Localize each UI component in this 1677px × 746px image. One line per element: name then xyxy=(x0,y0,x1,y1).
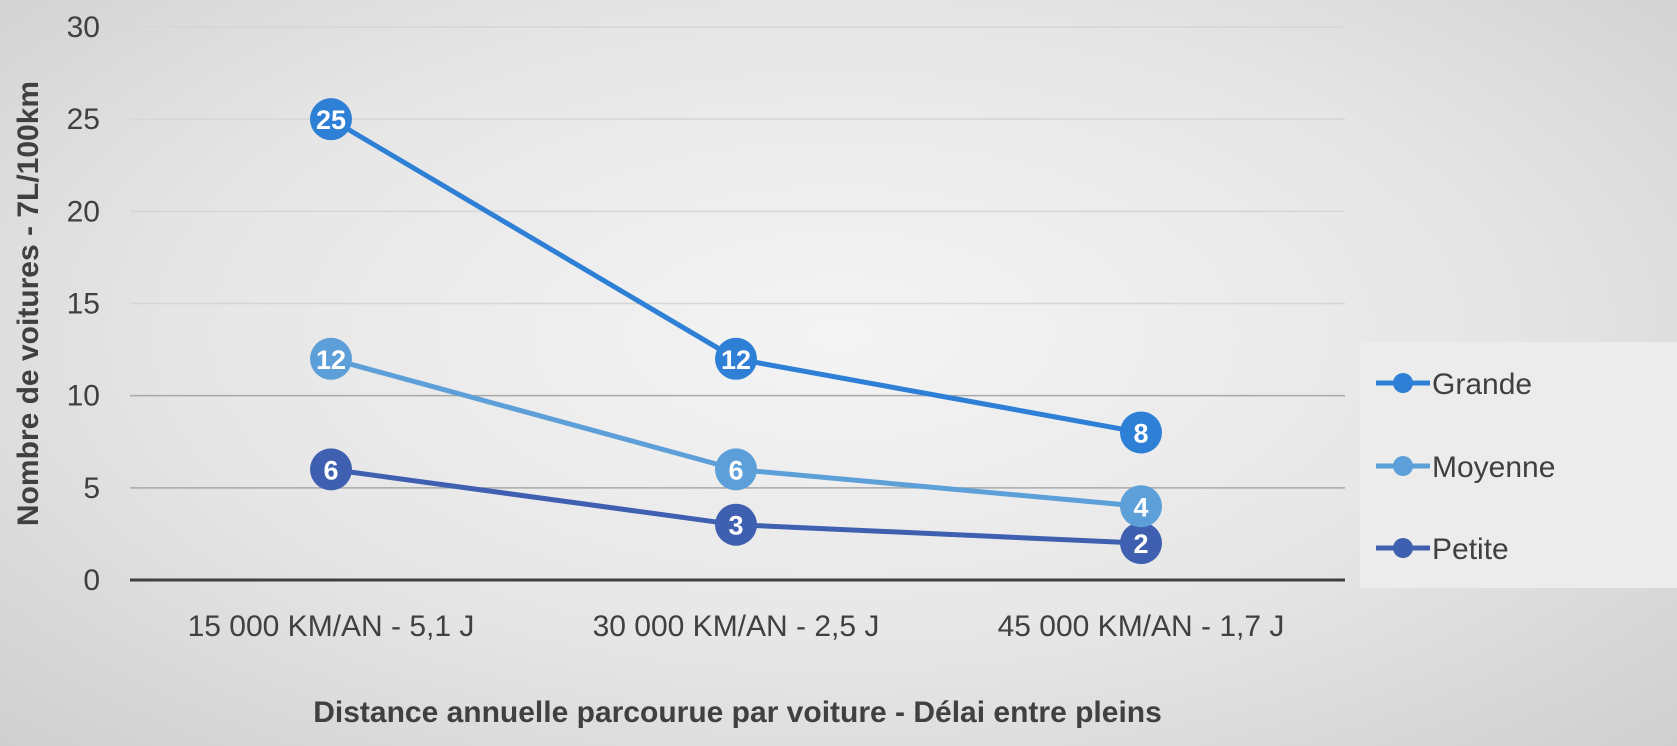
data-point[interactable] xyxy=(715,448,757,491)
data-point[interactable] xyxy=(1120,522,1162,565)
legend-label: Moyenne xyxy=(1432,451,1555,484)
y-tick-label: 20 xyxy=(67,195,100,228)
x-tick-label: 15 000 KM/AN - 5,1 J xyxy=(188,610,475,643)
legend-marker-swatch xyxy=(1393,456,1413,476)
data-point[interactable] xyxy=(715,337,757,380)
series-petite: 6 3 2 xyxy=(310,448,1162,565)
data-label: 2 xyxy=(1133,529,1148,559)
data-label: 4 xyxy=(1133,492,1148,522)
data-label: 12 xyxy=(316,345,346,375)
y-tick-label: 0 xyxy=(83,564,100,597)
data-point[interactable] xyxy=(310,98,352,141)
series-moyenne: 12 6 4 xyxy=(310,337,1162,528)
data-point[interactable] xyxy=(310,337,352,380)
data-label: 12 xyxy=(721,345,751,375)
series-grande: 25 12 8 xyxy=(310,98,1162,454)
legend[interactable]: Grande Moyenne Petite xyxy=(1360,342,1677,588)
legend-marker-swatch xyxy=(1393,373,1413,393)
y-tick-label: 30 xyxy=(67,11,100,44)
data-label: 25 xyxy=(316,105,346,135)
y-tick-label: 15 xyxy=(67,288,100,321)
y-axis-title: Nombre de voitures - 7L/100km xyxy=(12,81,45,526)
data-label: 8 xyxy=(1133,419,1148,449)
legend-item-grande[interactable]: Grande xyxy=(1376,368,1532,401)
x-axis-ticks: 15 000 KM/AN - 5,1 J 30 000 KM/AN - 2,5 J… xyxy=(188,610,1285,643)
legend-label: Grande xyxy=(1432,368,1532,401)
gridlines xyxy=(130,26,1345,489)
x-tick-label: 30 000 KM/AN - 2,5 J xyxy=(593,610,880,643)
data-point[interactable] xyxy=(1120,485,1162,528)
data-point[interactable] xyxy=(715,503,757,546)
legend-item-moyenne[interactable]: Moyenne xyxy=(1376,451,1555,484)
legend-marker-swatch xyxy=(1393,538,1413,558)
legend-item-petite[interactable]: Petite xyxy=(1376,533,1509,566)
data-label: 6 xyxy=(323,455,338,485)
y-tick-label: 5 xyxy=(83,472,100,505)
data-point[interactable] xyxy=(310,448,352,491)
y-tick-label: 25 xyxy=(67,103,100,136)
series-layer: 6 3 2 12 6 4 25 12 8 xyxy=(310,98,1162,565)
x-axis-title: Distance annuelle parcourue par voiture … xyxy=(313,696,1162,729)
y-tick-label: 10 xyxy=(67,380,100,413)
x-tick-label: 45 000 KM/AN - 1,7 J xyxy=(998,610,1285,643)
data-point[interactable] xyxy=(1120,411,1162,454)
legend-label: Petite xyxy=(1432,533,1509,566)
y-axis-ticks: 0 5 10 15 20 25 30 xyxy=(67,11,100,597)
data-label: 6 xyxy=(728,455,743,485)
data-label: 3 xyxy=(728,511,743,541)
series-line xyxy=(329,117,1142,435)
